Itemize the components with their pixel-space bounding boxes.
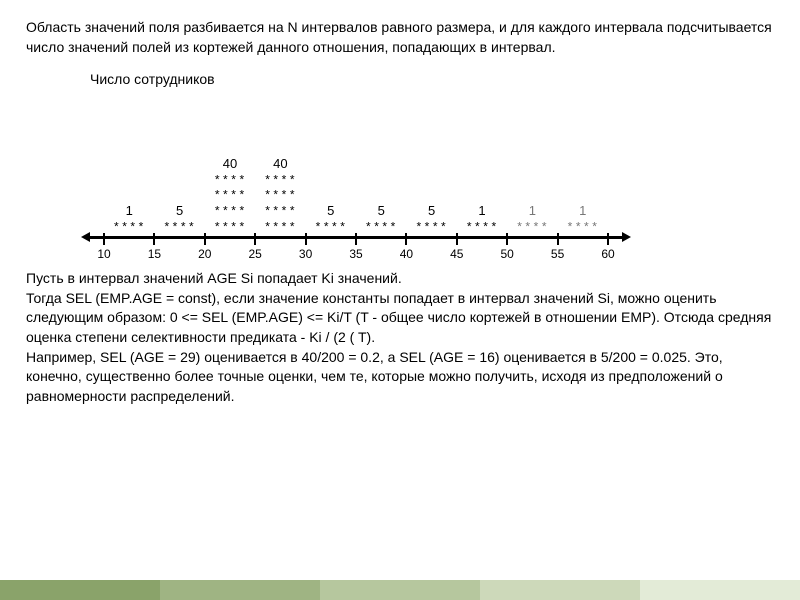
histogram-bar: 40**************** bbox=[210, 154, 250, 236]
x-tick bbox=[305, 233, 307, 245]
bar-value-label: 5 bbox=[311, 201, 351, 221]
outro-text: Пусть в интервал значений AGE Si попадае… bbox=[26, 269, 774, 406]
bar-glyph-row: **** bbox=[109, 221, 149, 237]
bar-glyph-row: **** bbox=[210, 189, 250, 205]
bar-value-label: 5 bbox=[412, 201, 452, 221]
footer-segment bbox=[320, 580, 480, 600]
x-tick bbox=[103, 233, 105, 245]
bar-glyph-row: **** bbox=[512, 221, 552, 237]
bar-glyph-row: **** bbox=[160, 221, 200, 237]
histogram-bar: 5**** bbox=[160, 201, 200, 236]
chart-area: 1****5****40****************40**********… bbox=[86, 91, 626, 261]
histogram-bar: 1**** bbox=[563, 201, 603, 236]
histogram-bar: 1**** bbox=[462, 201, 502, 236]
page: Область значений поля разбивается на N и… bbox=[0, 0, 800, 600]
x-tick-label: 20 bbox=[198, 247, 211, 261]
bar-value-label: 40 bbox=[210, 154, 250, 174]
x-tick-label: 55 bbox=[551, 247, 564, 261]
footer-segment bbox=[0, 580, 160, 600]
bar-value-label: 5 bbox=[361, 201, 401, 221]
histogram-chart: Число сотрудников 1****5****40**********… bbox=[86, 71, 626, 261]
bar-value-label: 1 bbox=[462, 201, 502, 221]
bar-glyph-row: **** bbox=[563, 221, 603, 237]
footer-segment bbox=[480, 580, 640, 600]
x-tick-label: 60 bbox=[601, 247, 614, 261]
intro-text: Область значений поля разбивается на N и… bbox=[26, 18, 774, 57]
histogram-bar: 5**** bbox=[311, 201, 351, 236]
bar-glyph-row: **** bbox=[462, 221, 502, 237]
bar-glyph-row: **** bbox=[361, 221, 401, 237]
bar-glyph-row: **** bbox=[260, 205, 300, 221]
x-tick bbox=[204, 233, 206, 245]
chart-title: Число сотрудников bbox=[86, 71, 626, 87]
bar-glyph-row: **** bbox=[260, 174, 300, 190]
x-tick bbox=[355, 233, 357, 245]
bar-value-label: 5 bbox=[160, 201, 200, 221]
bar-glyph-row: **** bbox=[210, 174, 250, 190]
x-tick-label: 30 bbox=[299, 247, 312, 261]
x-tick-label: 50 bbox=[501, 247, 514, 261]
histogram-bar: 5**** bbox=[412, 201, 452, 236]
x-tick-label: 40 bbox=[400, 247, 413, 261]
x-tick bbox=[557, 233, 559, 245]
x-tick-label: 35 bbox=[349, 247, 362, 261]
bar-glyph-row: **** bbox=[210, 205, 250, 221]
bar-glyph-row: **** bbox=[260, 221, 300, 237]
histogram-bar: 40**************** bbox=[260, 154, 300, 236]
x-tick bbox=[456, 233, 458, 245]
x-tick bbox=[153, 233, 155, 245]
x-tick-label: 10 bbox=[97, 247, 110, 261]
x-tick bbox=[506, 233, 508, 245]
footer-segment bbox=[160, 580, 320, 600]
footer-segment bbox=[640, 580, 800, 600]
bar-value-label: 1 bbox=[109, 201, 149, 221]
bar-value-label: 1 bbox=[563, 201, 603, 221]
histogram-bar: 1**** bbox=[109, 201, 149, 236]
x-tick bbox=[405, 233, 407, 245]
x-tick-label: 25 bbox=[249, 247, 262, 261]
x-tick bbox=[607, 233, 609, 245]
footer-decorative-bar bbox=[0, 580, 800, 600]
bar-glyph-row: **** bbox=[311, 221, 351, 237]
bar-value-label: 1 bbox=[512, 201, 552, 221]
bar-glyph-row: **** bbox=[260, 189, 300, 205]
bar-glyph-row: **** bbox=[210, 221, 250, 237]
bar-value-label: 40 bbox=[260, 154, 300, 174]
x-tick-label: 15 bbox=[148, 247, 161, 261]
bar-glyph-row: **** bbox=[412, 221, 452, 237]
histogram-bar: 5**** bbox=[361, 201, 401, 236]
x-tick-label: 45 bbox=[450, 247, 463, 261]
x-tick bbox=[254, 233, 256, 245]
histogram-bar: 1**** bbox=[512, 201, 552, 236]
